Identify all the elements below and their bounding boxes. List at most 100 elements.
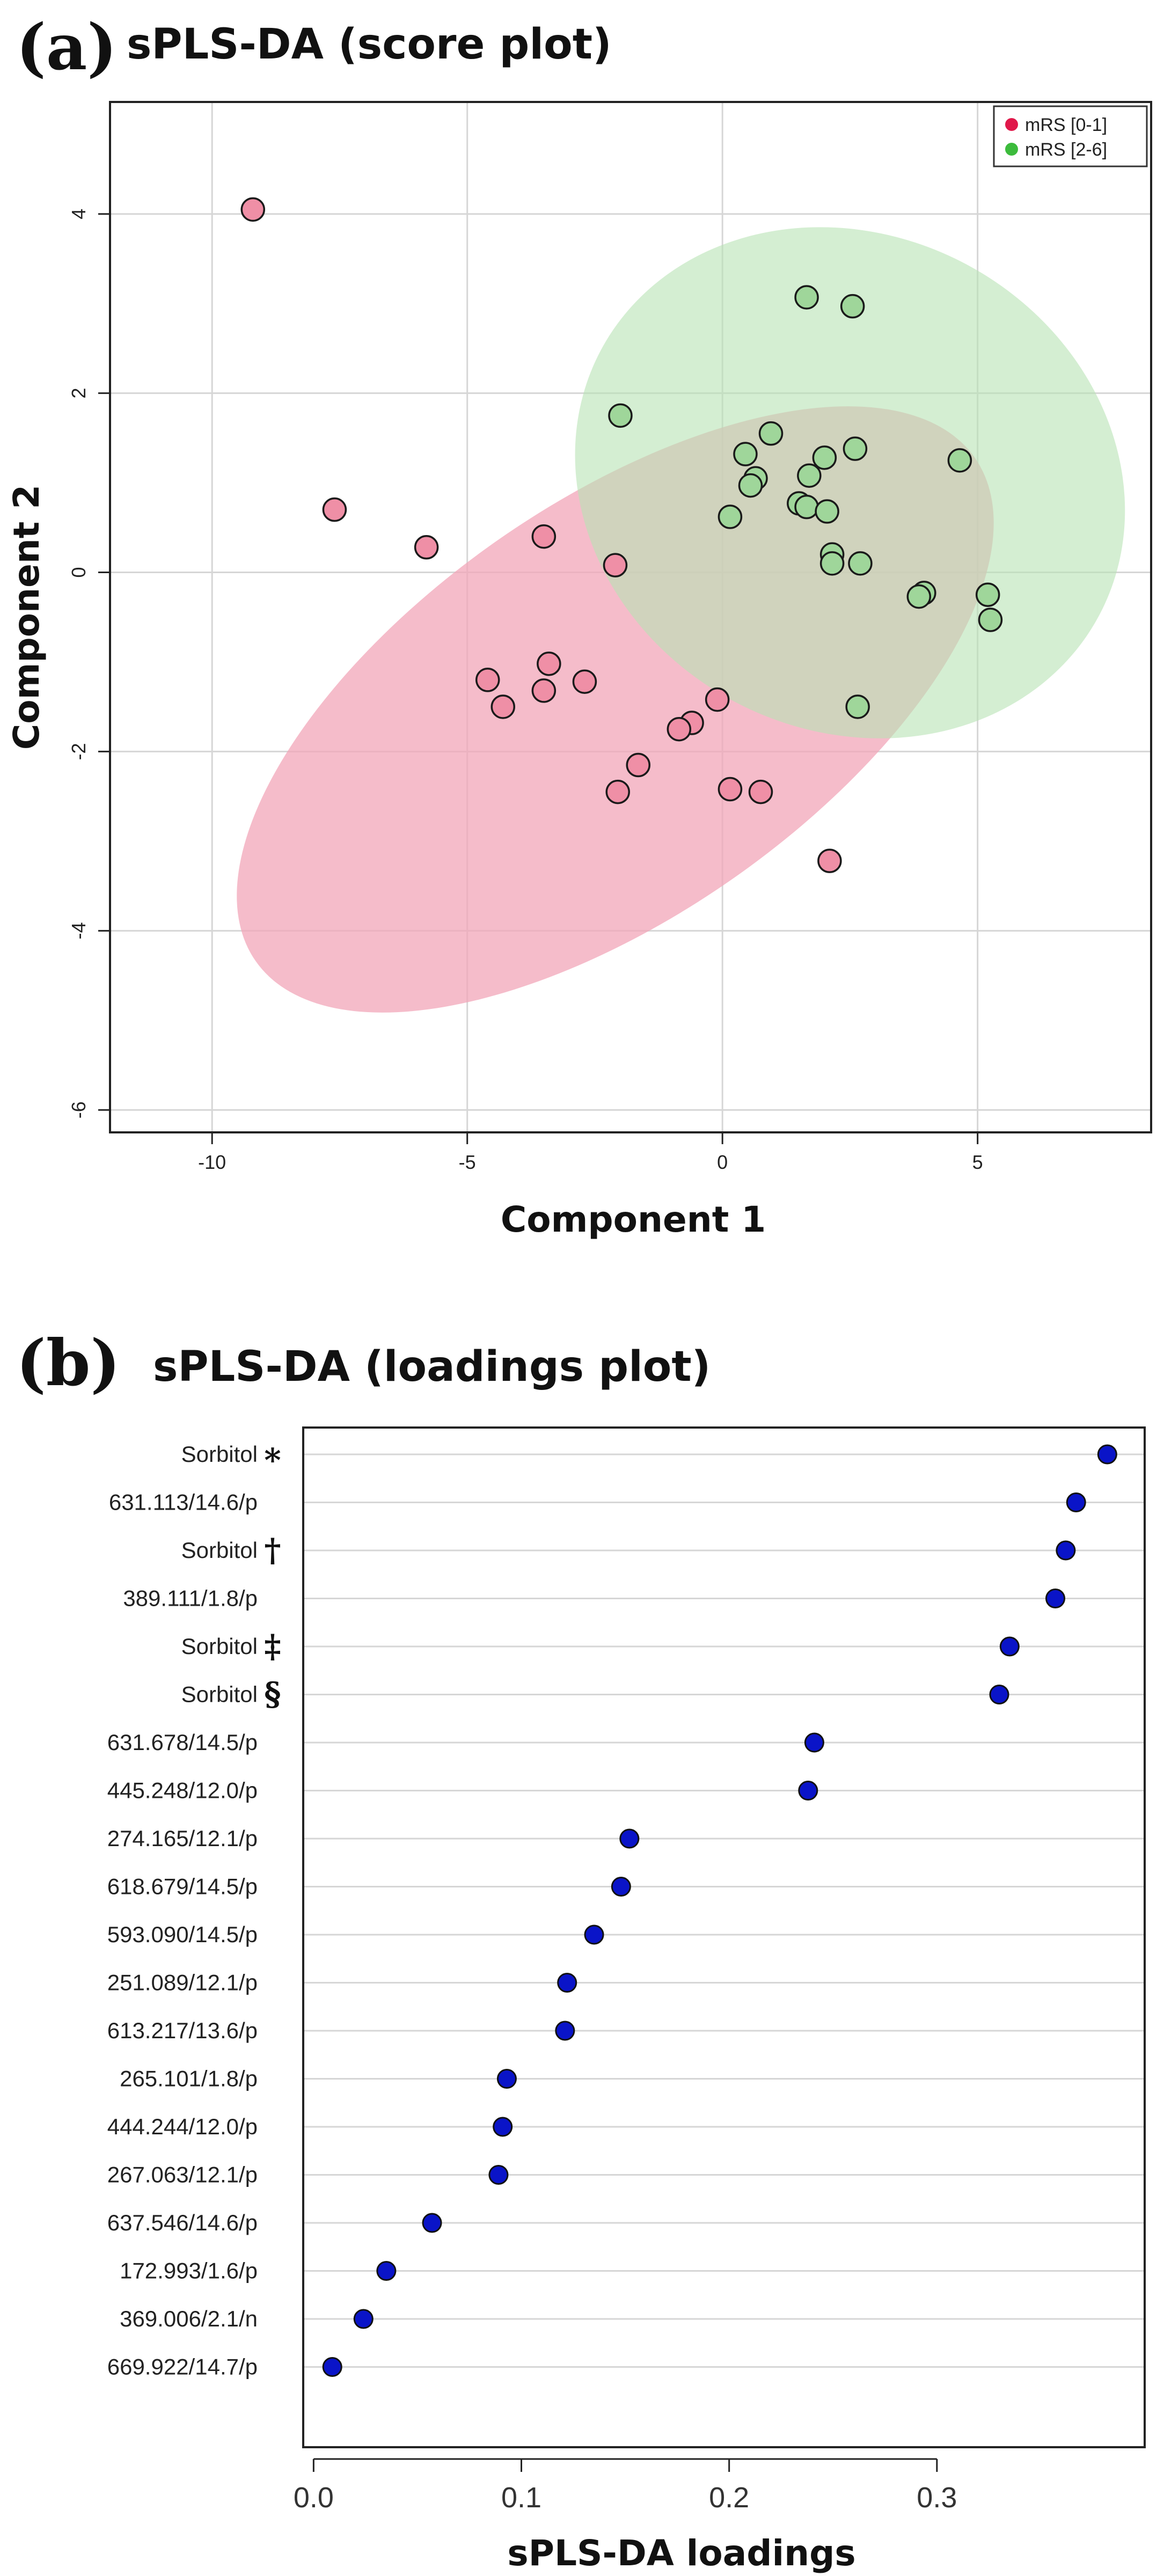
score-point-group1 [322, 497, 347, 522]
y-axis-label: Component 2 [6, 485, 47, 750]
x-tick-label: -5 [459, 1151, 476, 1173]
loading-dot [619, 1828, 640, 1849]
row-label: Sorbitol [181, 1441, 258, 1467]
y-tick-label: 4 [68, 209, 90, 219]
score-point-group1 [817, 848, 842, 873]
score-point-group1 [718, 777, 743, 802]
panel-b-title: sPLS-DA (loadings plot) [153, 1343, 711, 1391]
score-point-group2 [906, 584, 932, 609]
loading-dot [989, 1685, 1009, 1704]
loading-dot [493, 2117, 513, 2137]
row-label: 389.111/1.8/p [123, 1586, 258, 1611]
loading-dot [584, 1924, 604, 1945]
loading-dot [496, 2069, 517, 2089]
score-plot-points [240, 197, 1003, 873]
score-point-group2 [947, 448, 972, 473]
panel-b-letter: (b) [16, 1326, 121, 1400]
score-point-group1 [537, 652, 561, 676]
row-label-symbol: § [264, 1676, 281, 1714]
score-point-group2 [812, 445, 837, 470]
row-label: 369.006/2.1/n [120, 2306, 258, 2331]
row-label: 637.546/14.6/p [107, 2210, 258, 2235]
score-plot-ellipses [237, 227, 1125, 1013]
y-tick-label: -6 [68, 1101, 90, 1118]
row-label: 172.993/1.6/p [120, 2258, 258, 2284]
score-point-group2 [845, 694, 870, 719]
loading-dot [322, 2357, 342, 2377]
loadings-plot-dots [322, 1444, 1117, 2377]
score-point-group2 [843, 436, 868, 461]
score-point-group1 [603, 553, 628, 577]
score-plot-legend: mRS [0-1] mRS [2-6] [993, 105, 1148, 167]
score-point-group2 [819, 551, 845, 576]
row-label: Sorbitol [181, 1634, 258, 1659]
score-point-group2 [815, 499, 839, 524]
row-label-symbol: † [264, 1532, 281, 1569]
x-tick-label: 5 [972, 1151, 983, 1173]
score-point-group1 [240, 197, 266, 222]
score-point-group1 [748, 779, 773, 804]
loading-dot [557, 1973, 577, 1993]
loading-dot [1097, 1444, 1117, 1465]
loading-dot [353, 2309, 374, 2329]
legend-box [993, 105, 1148, 167]
loading-dot [1045, 1589, 1066, 1608]
score-point-group1 [667, 716, 692, 742]
row-label: 251.089/12.1/p [107, 1970, 258, 1995]
score-point-group2 [840, 294, 865, 319]
score-point-group2 [608, 403, 633, 428]
score-point-group1 [605, 779, 630, 804]
score-point-group2 [978, 608, 1003, 632]
row-label: 631.678/14.5/p [107, 1730, 258, 1755]
score-point-group2 [738, 473, 763, 498]
score-point-group2 [794, 494, 819, 519]
loading-dot [798, 1781, 818, 1801]
x-tick-label: 0 [717, 1151, 728, 1173]
x-axis-label: Component 1 [501, 1199, 766, 1240]
row-label: Sorbitol [181, 1682, 258, 1707]
score-point-group2 [718, 504, 743, 529]
y-tick-label: -4 [68, 922, 90, 939]
row-label: 669.922/14.7/p [107, 2354, 258, 2380]
loading-dot [376, 2261, 397, 2281]
score-point-group2 [758, 421, 784, 446]
score-point-group2 [975, 582, 1000, 608]
score-point-group1 [626, 752, 651, 778]
panel-a-letter: (a) [16, 10, 118, 84]
score-point-group1 [572, 669, 597, 694]
row-label: 267.063/12.1/p [107, 2162, 258, 2187]
x-tick-label: 0.1 [501, 2482, 541, 2514]
loading-dot [555, 2021, 575, 2041]
legend-dot-group2 [1005, 143, 1018, 156]
score-point-group2 [797, 463, 822, 488]
score-point-group2 [848, 551, 873, 576]
score-point-group1 [531, 524, 557, 549]
panel-a-title: sPLS-DA (score plot) [127, 20, 612, 69]
row-label: 444.244/12.0/p [107, 2114, 258, 2139]
score-plot-frame [109, 101, 1152, 1133]
loadings-plot-frame [302, 1426, 1146, 2448]
score-point-group1 [705, 687, 730, 712]
row-label: Sorbitol [181, 1538, 258, 1563]
row-label: 265.101/1.8/p [120, 2066, 258, 2091]
x-tick-label: 0.0 [294, 2482, 334, 2514]
y-tick-label: -2 [68, 743, 90, 760]
x-tick-label: -10 [198, 1151, 226, 1173]
y-tick-label: 2 [68, 388, 90, 399]
loading-dot [999, 1636, 1020, 1657]
legend-label-group1: mRS [0-1] [1025, 115, 1107, 135]
loading-dot [611, 1877, 631, 1897]
row-label-symbol: ‡ [264, 1628, 281, 1665]
row-label: 593.090/14.5/p [107, 1922, 258, 1947]
loading-dot [422, 2213, 442, 2233]
y-tick-label: 0 [68, 567, 90, 578]
row-label-symbol: ∗ [261, 1436, 283, 1473]
loadings-plot-grid [303, 1453, 1145, 2368]
score-point-group1 [414, 535, 439, 560]
score-point-group2 [733, 442, 758, 466]
legend-label-group2: mRS [2-6] [1025, 140, 1107, 160]
x-tick-label: 0.3 [917, 2482, 957, 2514]
row-label: 631.113/14.6/p [109, 1490, 258, 1515]
score-point-group1 [491, 694, 516, 719]
